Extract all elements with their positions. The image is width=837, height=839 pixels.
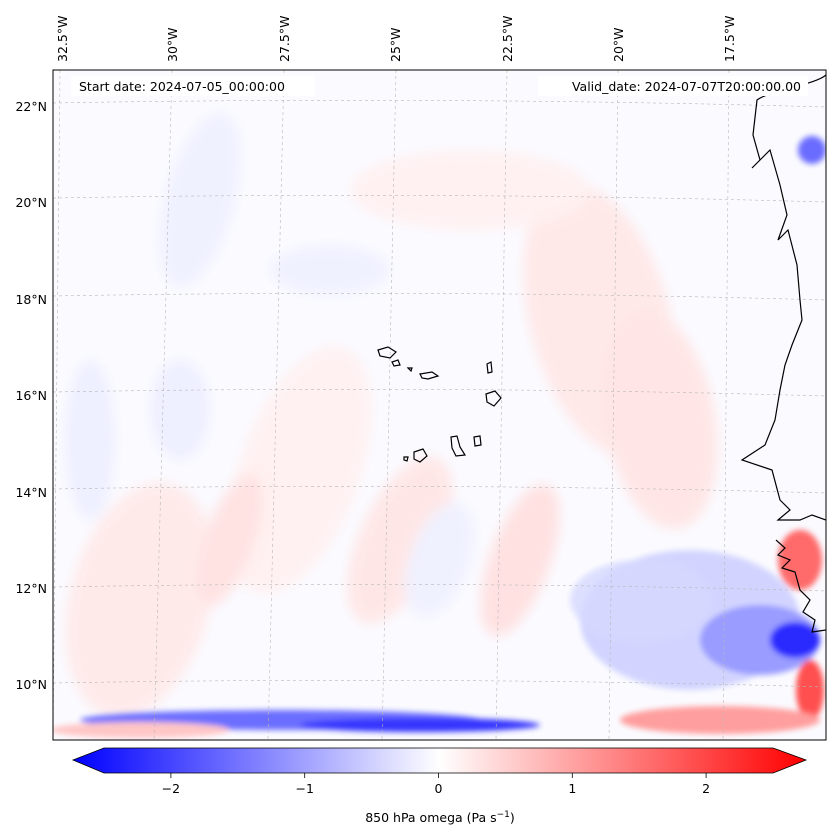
- meridian-32-5w: [53, 70, 61, 740]
- graticule: [53, 70, 826, 740]
- parallel-12n: [53, 583, 826, 592]
- island-brava: [403, 456, 409, 462]
- colorbar-tick-label: −1: [295, 781, 313, 796]
- colorbar-ticks: −2 −1 0 1 2: [162, 773, 710, 796]
- island-boa-vista: [485, 390, 502, 407]
- island-santiago: [450, 435, 467, 457]
- africa-coastline-south: [775, 539, 826, 633]
- lon-label-32-5w: 32.5°W: [55, 16, 70, 62]
- lon-label-20w: 20°W: [611, 27, 626, 62]
- lat-label-18n: 18°N: [15, 292, 47, 307]
- island-fogo: [413, 448, 428, 463]
- colorbar-outline: [71, 747, 808, 774]
- lat-label-14n: 14°N: [15, 485, 47, 500]
- parallel-10n: [53, 679, 826, 688]
- colorbar-tick-label: 0: [435, 781, 443, 796]
- parallel-18n: [53, 292, 826, 301]
- lat-label-10n: 10°N: [15, 677, 47, 692]
- island-santa-luzia: [406, 367, 413, 373]
- colorbar-tick-label: −2: [162, 781, 180, 796]
- parallel-14n: [53, 485, 826, 494]
- meridian-27-5w: [267, 70, 285, 740]
- meridian-30w: [153, 70, 173, 740]
- lon-label-22-5w: 22.5°W: [500, 16, 515, 62]
- parallel-16n: [53, 388, 826, 397]
- lat-label-12n: 12°N: [15, 581, 47, 596]
- map-panel[interactable]: Start date: 2024-07-05_00:00:00 Valid_da…: [41, 69, 827, 741]
- lon-label-27-5w: 27.5°W: [277, 16, 292, 62]
- parallel-20n: [53, 194, 826, 203]
- valid-date-label: Valid_date: 2024-07-07T20:00:00.00: [572, 79, 801, 94]
- island-maio: [473, 435, 482, 447]
- lat-label-22n: 22°N: [15, 99, 47, 114]
- lon-label-30w: 30°W: [165, 27, 180, 62]
- meridian-20w: [608, 70, 619, 740]
- omega-field: [53, 112, 826, 738]
- colorbar-gradient: [73, 748, 806, 773]
- lat-label-20n: 20°N: [15, 195, 47, 210]
- lat-label-16n: 16°N: [15, 388, 47, 403]
- meridian-22-5w: [495, 70, 508, 740]
- latitude-labels: 22°N 20°N 18°N 16°N 14°N 12°N 10°N: [15, 99, 47, 692]
- island-sal: [486, 361, 493, 374]
- colorbar-tick-label: 1: [568, 781, 576, 796]
- colorbar-label: 850 hPa omega (Pa s−1): [365, 810, 515, 825]
- longitude-labels: 32.5°W 30°W 27.5°W 25°W 22.5°W 20°W 17.5…: [55, 16, 737, 62]
- lon-label-17-5w: 17.5°W: [722, 16, 737, 62]
- meridian-17-5w: [722, 70, 730, 740]
- island-sao-nicolau: [419, 371, 440, 380]
- valid-date-box: [538, 76, 808, 96]
- parallel-22n: [53, 99, 826, 108]
- start-date-label: Start date: 2024-07-05_00:00:00: [79, 79, 285, 94]
- island-santo-antao: [377, 346, 397, 359]
- lon-label-25w: 25°W: [388, 27, 403, 62]
- start-date-box: [71, 76, 315, 96]
- island-sao-vicente: [391, 359, 401, 367]
- meridian-25w: [381, 70, 397, 740]
- colorbar: −2 −1 0 1 2 850 hPa omega (Pa s−1): [71, 747, 808, 825]
- map-frame: [52, 69, 827, 741]
- colorbar-tick-label: 2: [702, 781, 710, 796]
